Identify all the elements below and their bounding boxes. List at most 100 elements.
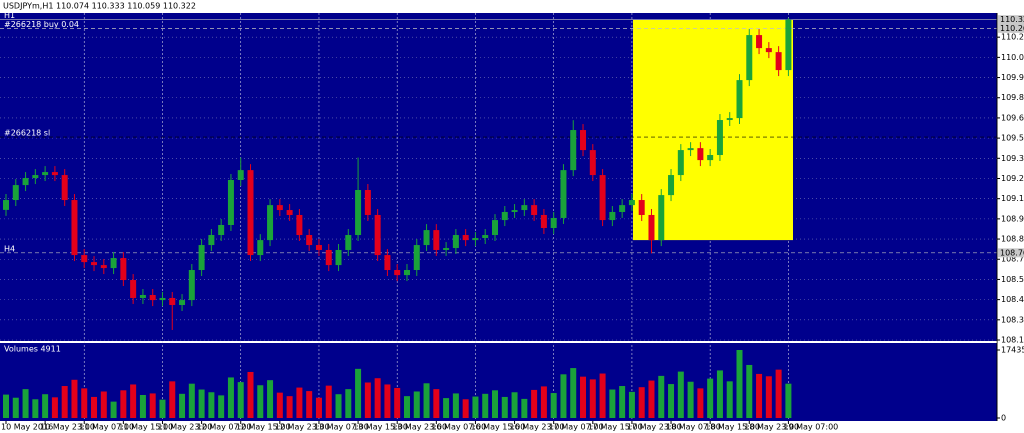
candle-body [648,214,655,241]
volume-bar [179,393,186,418]
price-tag [998,248,1024,258]
volume-bar [707,378,714,418]
level-label: #266218 buy 0.04 [4,20,79,29]
volume-bar [785,383,792,418]
y-tick-label: 108.450 [1001,295,1024,304]
x-tick-label: 10 May 23:00 [40,423,95,432]
volume-bar [619,386,626,418]
candle-body [22,178,29,186]
volume-bar [227,377,234,418]
candle-body [413,245,420,271]
volume-bar [560,374,567,418]
volume-bar [247,371,254,418]
volume-bar [120,390,127,418]
candle-body [443,248,450,250]
candle-body [580,130,587,151]
candle-body [179,300,186,306]
volume-bar [394,387,401,418]
volume-bar [589,379,596,418]
volume-bar [658,375,665,418]
candle-body [315,245,322,250]
candle-body [550,217,557,228]
candle-body [403,270,410,276]
candle-body [736,80,743,119]
x-tick-label: 18 May 15:00 [705,423,760,432]
volume-bar [736,350,743,418]
x-tick-label: 16 May 15:00 [470,423,525,432]
y-tick-label: 109.665 [1001,113,1024,122]
volume-bar [315,397,322,418]
candle-body [560,170,567,218]
volume-bar [472,396,479,418]
volume-bar [462,399,469,418]
candle-body [12,185,19,201]
candle-body [296,214,303,236]
candle-body [658,195,665,241]
volume-bar [609,389,616,418]
price-tag [998,23,1024,33]
candle-body [687,148,694,151]
volume-bar [746,364,753,418]
candle-body [257,240,264,256]
x-tick-label: 17 May 15:00 [588,423,643,432]
candle-body [198,245,205,271]
candle-body [384,255,391,271]
level-label: H4 [4,244,15,253]
candle-body [42,172,49,176]
candle-body [472,238,479,241]
price-tag [998,15,1024,25]
y-tick-label: 110.205 [1001,33,1024,42]
y-tick-label: 109.260 [1001,174,1024,183]
candle-body [345,235,352,250]
x-tick-label: 17 May 07:00 [549,423,604,432]
x-tick-label: 10 May 2016 [1,423,53,432]
candle-body [531,205,538,215]
volume-bar [42,394,49,418]
candle-body [570,130,577,171]
volume-bar [110,401,117,418]
candle-body [61,175,68,201]
candle-body [100,265,107,269]
volume-bar [208,392,215,418]
candle-body [501,211,508,221]
volume-bar [32,399,39,418]
volume-bar [570,368,577,418]
level-label: H1 [4,11,15,20]
volume-bar [355,368,362,418]
candle-body [306,235,313,246]
chart-title: USDJPYm,H1 110.074 110.333 110.059 110.3… [3,2,196,11]
x-tick-label: 12 May 23:00 [275,423,330,432]
volume-bar [677,371,684,418]
price-panel [0,13,997,341]
candle-body [188,270,195,301]
x-tick-label: 12 May 07:00 [197,423,252,432]
price-tag-label: 110.264 [1000,24,1024,33]
volume-bar [364,382,371,418]
volume-bar [169,381,176,418]
x-tick-label: 13 May 23:00 [392,423,447,432]
volume-bar [286,396,293,418]
volume-bar [452,393,459,418]
price-tag-label: 110.322 [1000,15,1024,24]
volume-bar [726,381,733,418]
volume-bar [188,383,195,418]
y-tick-label: 108.315 [1001,315,1024,324]
candle-body [599,175,606,221]
x-tick-label: 11 May 07:00 [79,423,134,432]
volume-bar [345,389,352,418]
volume-bar [433,389,440,418]
candle-body [159,297,166,301]
volume-bar [325,385,332,418]
level-label: #266218 sl [4,129,50,138]
candle-body [619,205,626,212]
x-tick-label: 13 May 15:00 [353,423,408,432]
candle-body [91,262,98,266]
volume-bar [71,379,78,418]
volume-bar [159,399,166,418]
candle-body [785,19,792,71]
y-tick-label: 109.395 [1001,154,1024,163]
candle-body [677,150,684,176]
candle-body [452,235,459,249]
volume-bar [267,380,274,418]
